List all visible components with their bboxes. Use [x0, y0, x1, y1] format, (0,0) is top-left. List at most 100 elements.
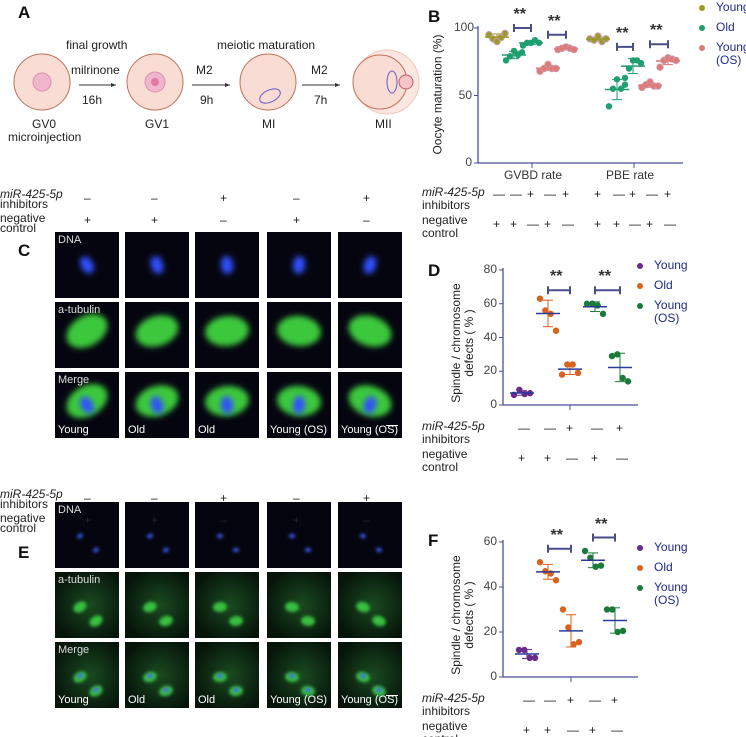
d-y-tick-label: 0: [490, 397, 497, 411]
stage-mi: MI: [262, 117, 276, 131]
f-data-point: [521, 646, 528, 654]
panel-label-c: C: [18, 241, 31, 260]
b-neg-sign: —: [664, 217, 676, 231]
d-neg-sign: —: [616, 451, 628, 465]
polar-body: [398, 74, 414, 90]
b-neg-sign: +: [544, 217, 552, 231]
e-neg-sign: +: [151, 513, 159, 527]
f-y-tick-label: 60: [483, 534, 497, 548]
c-image-a-tubulin: [195, 302, 259, 368]
c-image-a-tubulin: a-tubulin: [55, 302, 119, 368]
d-significance-bracket: [547, 286, 571, 295]
d-inhibitors-label: inhibitors: [422, 432, 471, 446]
b-neg-sign: —: [629, 217, 641, 231]
b-mir-sign: +: [594, 187, 602, 201]
d-neg-sign: —: [566, 451, 578, 465]
d-mir-sign: —: [518, 421, 530, 435]
d-neg-sign: +: [518, 451, 526, 465]
e-mir-sign: –: [151, 491, 158, 505]
tubulin-signal: [300, 615, 316, 627]
b-significance-bracket: [547, 30, 567, 39]
f-data-point: [619, 627, 627, 635]
f-data-point: [570, 641, 577, 648]
e-negative-label: negative: [0, 511, 46, 525]
e-image-a-tubulin: [195, 572, 259, 638]
f-data-point: [559, 606, 567, 613]
b-data-point: [617, 85, 625, 92]
c-neg-sign: –: [363, 213, 370, 227]
dna-signal: [77, 254, 97, 276]
f-data-point: [575, 638, 583, 646]
d-legend-marker: [637, 303, 643, 309]
tubulin-signal: [212, 601, 228, 613]
f-neg-sign: —: [567, 723, 579, 737]
step-2-bottom: 9h: [200, 93, 214, 107]
b-mir-sign: —: [613, 187, 625, 201]
d-negative-label: negative: [422, 447, 468, 461]
stage-gv1: GV1: [145, 117, 170, 131]
d-data-point: [583, 300, 591, 307]
e-inhibitors-label: inhibitors: [0, 497, 49, 511]
d-mir-sign: +: [616, 421, 624, 435]
step-3-top: M2: [311, 63, 328, 77]
step-3-bottom: 7h: [314, 93, 328, 107]
e-image-merge: Old: [125, 642, 189, 708]
d-data-point: [624, 378, 632, 385]
step-1-bottom: 16h: [82, 93, 103, 107]
b-significance-label: **: [616, 24, 629, 42]
d-significance-bracket: [594, 286, 621, 295]
group-caption: Young: [58, 694, 89, 706]
b-significance-bracket: [513, 24, 532, 32]
b-data-point: [501, 29, 509, 38]
e-mir-sign: –: [293, 491, 300, 505]
gv-nucleus-0: [32, 72, 52, 92]
f-neg-sign: +: [523, 723, 531, 737]
d-data-point: [619, 374, 626, 382]
f-data-point: [603, 606, 611, 613]
c-image-merge: Merge Young: [55, 372, 119, 438]
b-significance-label: **: [548, 12, 561, 30]
f-significance-bracket: [547, 544, 572, 553]
dna-signal: [232, 547, 240, 553]
f-inhibitors-label: inhibitors: [422, 704, 471, 718]
c-mir-sign: –: [84, 191, 91, 205]
d-legend-label: Young (OS): [654, 298, 688, 325]
c-neg-sign: –: [220, 213, 227, 227]
final-growth-label: final growth: [66, 38, 128, 52]
c-image-merge: Young (OS): [267, 372, 331, 438]
tubulin-signal: [344, 309, 396, 353]
tubulin-signal: [157, 614, 175, 628]
b-data-point: [510, 47, 518, 55]
b-significance-bracket: [616, 42, 634, 51]
group-caption: Old: [128, 694, 146, 706]
b-data-point: [605, 103, 613, 110]
e-image-dna: DNA: [55, 502, 119, 568]
b-mir-label: miR-425-5p: [422, 185, 485, 199]
b-mir-sign: —: [544, 187, 556, 201]
d-y-tick-label: 20: [483, 363, 497, 378]
b-inhibitors-label: inhibitors: [422, 198, 471, 212]
mii-spindle: [386, 70, 398, 94]
tubulin-signal: [354, 600, 372, 614]
group-caption: Old: [198, 424, 216, 436]
f-legend-label: Young: [654, 540, 688, 554]
c-image-a-tubulin: [267, 302, 331, 368]
e-neg-sign: +: [293, 513, 301, 527]
b-y-tick-label: 0: [465, 155, 472, 169]
b-data-point: [621, 81, 629, 88]
b-neg-sign: —: [562, 217, 574, 231]
f-mir-sign: —: [544, 693, 556, 707]
dna-signal: [148, 254, 166, 276]
d-data-point: [552, 327, 560, 334]
b-neg-sign: +: [493, 217, 501, 231]
d-y-tick-label: 60: [483, 295, 497, 310]
group-caption: Young (OS): [341, 694, 399, 706]
c-mir-label: miR-425-5p: [0, 187, 63, 201]
dna-signal: [361, 254, 379, 276]
f-control-label: control: [422, 733, 458, 737]
e-image-merge: Old: [195, 642, 259, 708]
dna-signal: [288, 533, 296, 539]
group-caption: Young (OS): [270, 424, 328, 436]
e-image-dna: [125, 502, 189, 568]
